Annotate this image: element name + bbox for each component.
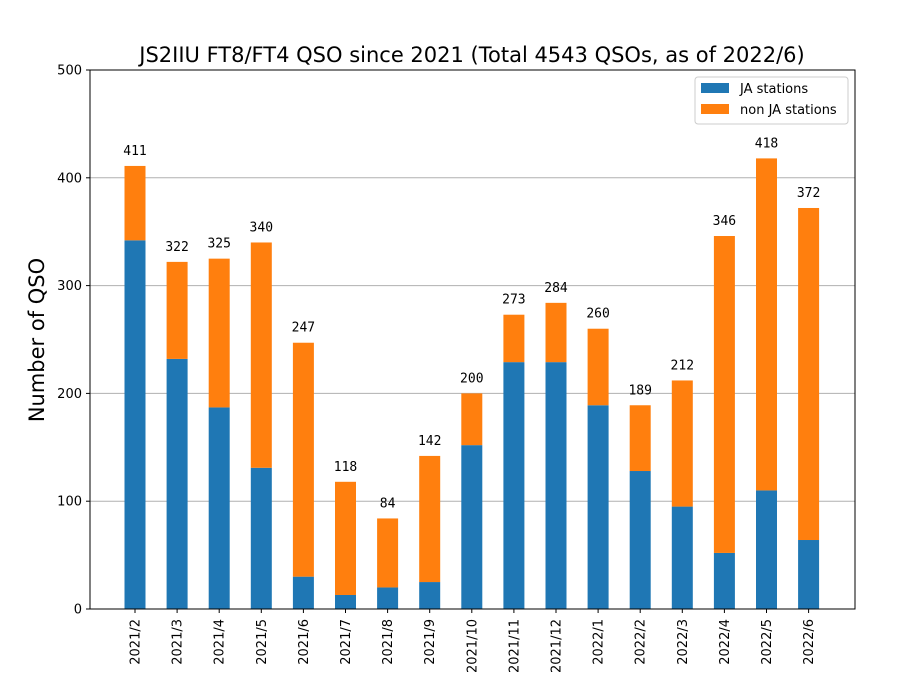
x-tick-label: 2021/6 bbox=[297, 619, 312, 665]
bar-total-label: 372 bbox=[797, 186, 820, 201]
y-tick-label: 400 bbox=[57, 171, 82, 186]
x-tick-label: 2022/1 bbox=[592, 619, 607, 665]
bar-ja-stations bbox=[377, 587, 399, 609]
x-tick-label: 2022/2 bbox=[634, 619, 649, 665]
bar-total-label: 325 bbox=[207, 237, 230, 252]
bar-ja-stations bbox=[335, 594, 356, 609]
bar-total-label: 260 bbox=[586, 307, 609, 322]
x-tick-label: 2021/8 bbox=[381, 619, 396, 665]
bar-non-ja-stations bbox=[419, 455, 441, 583]
bar-non-ja-stations bbox=[377, 518, 399, 588]
bar-ja-stations bbox=[461, 445, 483, 609]
bar-total-label: 411 bbox=[123, 144, 146, 159]
bar-non-ja-stations bbox=[671, 380, 693, 507]
x-tick-label: 2021/10 bbox=[465, 619, 480, 673]
data-labels: 411 322 325 340 247 118 84 142 200 273 284 260 189 21… bbox=[123, 136, 820, 511]
bar-ja-stations bbox=[587, 405, 609, 609]
bar-ja-stations bbox=[208, 407, 230, 609]
bar-total-label: 284 bbox=[544, 281, 568, 296]
bar-ja-stations bbox=[629, 471, 651, 609]
bar-ja-stations bbox=[713, 552, 735, 609]
bar-non-ja-stations bbox=[503, 314, 525, 363]
bar-ja-stations bbox=[292, 576, 314, 609]
bar-non-ja-stations bbox=[798, 207, 820, 541]
x-tick-label: 2021/12 bbox=[550, 619, 565, 673]
bar-non-ja-stations bbox=[292, 342, 314, 577]
bar-total-label: 346 bbox=[713, 214, 736, 229]
bar-total-label: 212 bbox=[671, 358, 694, 373]
bar-non-ja-stations bbox=[461, 393, 483, 446]
bar-ja-stations bbox=[756, 490, 777, 609]
bar-total-label: 273 bbox=[502, 293, 525, 308]
x-tick-label: 2021/3 bbox=[171, 619, 186, 665]
bar-ja-stations bbox=[166, 358, 188, 609]
bar-ja-stations bbox=[124, 240, 146, 609]
axes: 0 100 200 300 400 500 2021/2 2021/3 2021/4 2021/5… bbox=[57, 64, 856, 673]
bar-non-ja-stations bbox=[713, 236, 735, 553]
x-tick-label: 2021/9 bbox=[423, 619, 438, 665]
y-tick-label: 200 bbox=[57, 387, 82, 402]
legend-box bbox=[694, 76, 849, 125]
bar-non-ja-stations bbox=[545, 302, 567, 363]
legend-label-ja: JA stations bbox=[739, 82, 808, 97]
x-tick-label: 2021/7 bbox=[339, 619, 354, 665]
y-axis-label: Number of QSO bbox=[25, 258, 49, 422]
x-tick-label: 2022/4 bbox=[718, 619, 733, 665]
bar-total-label: 418 bbox=[755, 136, 778, 151]
bar-non-ja-stations bbox=[629, 405, 651, 472]
bar-non-ja-stations bbox=[335, 481, 356, 595]
bar-ja-stations bbox=[798, 540, 820, 609]
bar-total-label: 118 bbox=[334, 460, 357, 475]
x-tick-label: 2022/6 bbox=[802, 619, 817, 665]
bar-total-label: 322 bbox=[165, 240, 188, 255]
bar-non-ja-stations bbox=[587, 328, 609, 406]
bar-non-ja-stations bbox=[250, 242, 272, 468]
bar-non-ja-stations bbox=[756, 158, 777, 491]
bar-ja-stations bbox=[250, 467, 272, 609]
legend: JA stations non JA stations bbox=[694, 76, 849, 125]
x-tick-label: 2021/5 bbox=[255, 619, 270, 665]
bar-non-ja-stations bbox=[124, 165, 146, 241]
legend-swatch-ja bbox=[701, 83, 729, 93]
x-tick-label: 2022/3 bbox=[676, 619, 691, 665]
bar-total-label: 200 bbox=[460, 371, 483, 386]
y-tick-label: 500 bbox=[57, 64, 82, 79]
bars bbox=[124, 158, 820, 609]
chart-title: JS2IIU FT8/FT4 QSO since 2021 (Total 454… bbox=[137, 43, 804, 67]
x-tick-label: 2021/2 bbox=[129, 619, 144, 665]
legend-swatch-non-ja bbox=[701, 104, 729, 114]
x-tick-label: 2022/5 bbox=[760, 619, 775, 665]
bar-total-label: 142 bbox=[418, 434, 441, 449]
plot-frame bbox=[89, 69, 856, 610]
x-tick-label: 2021/11 bbox=[507, 619, 522, 673]
bar-ja-stations bbox=[419, 582, 441, 609]
bar-non-ja-stations bbox=[208, 258, 230, 408]
bar-ja-stations bbox=[671, 506, 693, 609]
y-tick-label: 0 bbox=[74, 603, 82, 618]
x-tick-label: 2021/4 bbox=[213, 619, 228, 665]
bar-total-label: 247 bbox=[292, 321, 315, 336]
bar-non-ja-stations bbox=[166, 261, 188, 359]
bar-total-label: 340 bbox=[250, 220, 273, 235]
legend-label-non-ja: non JA stations bbox=[740, 103, 837, 118]
bar-total-label: 84 bbox=[380, 496, 396, 511]
bar-total-label: 189 bbox=[628, 383, 651, 398]
bar-ja-stations bbox=[545, 362, 567, 609]
y-tick-label: 300 bbox=[57, 279, 82, 294]
y-tick-label: 100 bbox=[57, 495, 82, 510]
bar-ja-stations bbox=[503, 362, 525, 609]
